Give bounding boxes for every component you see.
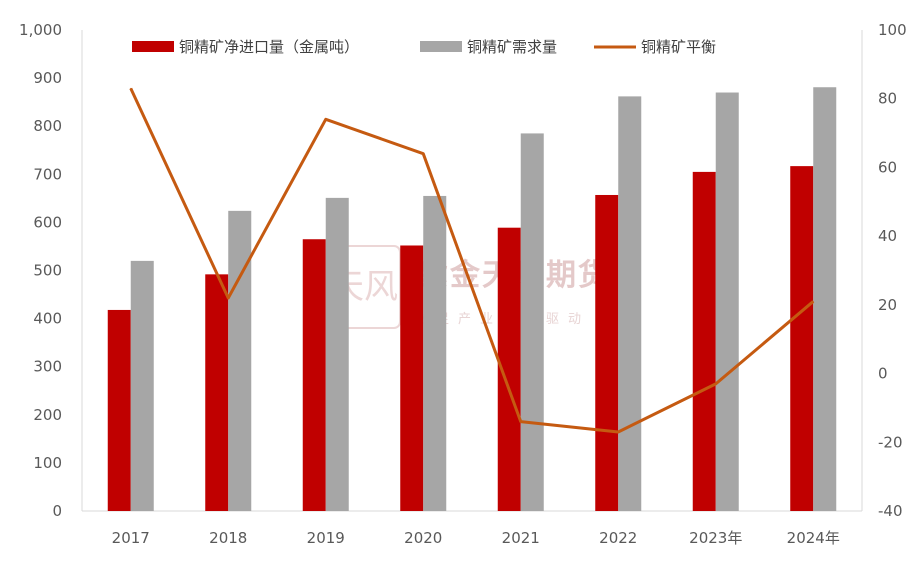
balance-point: [812, 300, 814, 302]
y-right-tick-label: -40: [878, 502, 903, 520]
legend-label: 铜精矿净进口量（金属吨）: [179, 38, 359, 56]
bar-demand: [813, 87, 837, 511]
y-left-tick-label: 200: [33, 406, 62, 424]
bar-demand: [423, 195, 447, 511]
bar-net-import: [497, 227, 521, 512]
line-series: [129, 87, 815, 434]
balance-line: [129, 87, 815, 434]
legend-swatch: [420, 41, 462, 52]
balance-point: [422, 153, 424, 155]
legend-label: 铜精矿平衡: [641, 38, 716, 56]
x-tick-label: 2021: [502, 529, 540, 547]
bar-net-import: [205, 274, 229, 511]
y-left-tick-label: 1,000: [19, 21, 62, 39]
y-right-tick-label: 20: [878, 296, 897, 314]
watermark: 天风 紫金天风期货 立足产业研究驱动: [327, 245, 608, 329]
x-tick-label: 2022: [599, 529, 637, 547]
y-left-tick-label: 500: [33, 262, 62, 280]
balance-point: [520, 421, 522, 423]
y-right-tick-label: 60: [878, 158, 897, 176]
balance-point: [130, 87, 132, 89]
y-left-tick-label: 600: [33, 213, 62, 231]
y-right-tick-label: 100: [878, 21, 907, 39]
y-left-tick-label: 100: [33, 454, 62, 472]
bar-net-import: [692, 171, 716, 511]
balance-point: [227, 297, 229, 299]
bar-net-import: [790, 166, 814, 512]
legend-label: 铜精矿需求量: [467, 38, 557, 56]
y-left-tick-label: 0: [52, 502, 62, 520]
bar-demand: [130, 260, 154, 511]
bar-demand: [520, 133, 544, 512]
bar-demand: [715, 92, 739, 511]
x-tick-label: 2024年: [787, 529, 840, 547]
x-tick-label: 2019: [307, 529, 345, 547]
bar-net-import: [107, 309, 131, 511]
y-left-tick-label: 800: [33, 117, 62, 135]
y-left-tick-label: 400: [33, 310, 62, 328]
x-tick-label: 2023年: [689, 529, 742, 547]
y-right-tick-label: 80: [878, 90, 897, 108]
x-tick-label: 2020: [404, 529, 442, 547]
y-right-tick-label: 40: [878, 227, 897, 245]
y-right-tick-label: 0: [878, 365, 888, 383]
bar-net-import: [400, 245, 424, 511]
balance-point: [715, 383, 717, 385]
bar-net-import: [595, 194, 619, 511]
legend: 铜精矿净进口量（金属吨） 铜精矿需求量 铜精矿平衡: [132, 38, 716, 56]
bar-demand: [618, 96, 642, 512]
legend-swatch: [132, 41, 174, 52]
y-left-tick-label: 900: [33, 69, 62, 87]
x-tick-label: 2017: [112, 529, 150, 547]
bar-demand: [228, 210, 252, 511]
balance-point: [617, 431, 619, 433]
x-tick-label: 2018: [209, 529, 247, 547]
y-left-tick-label: 700: [33, 165, 62, 183]
y-left-tick-label: 300: [33, 358, 62, 376]
bar-net-import: [302, 239, 326, 512]
bar-demand: [325, 197, 349, 511]
bars: [107, 87, 837, 512]
y-right-tick-label: -20: [878, 433, 903, 451]
balance-point: [325, 118, 327, 120]
